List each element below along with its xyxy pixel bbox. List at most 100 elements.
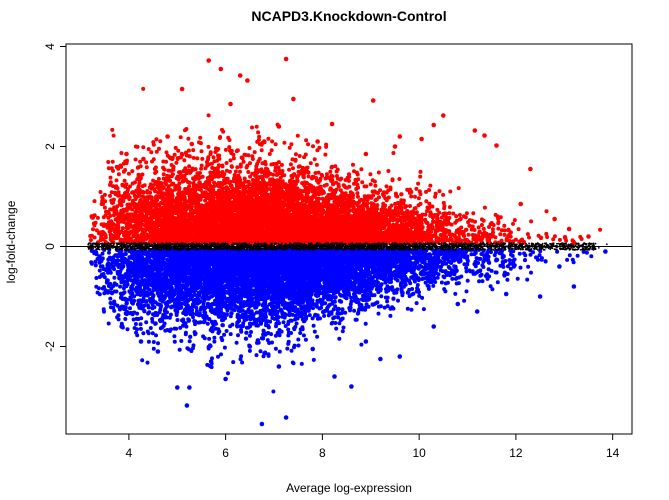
density-point <box>131 317 136 322</box>
density-point <box>310 174 315 179</box>
density-point <box>462 298 467 303</box>
density-point <box>102 205 107 210</box>
density-point <box>222 345 227 350</box>
density-point <box>293 152 298 157</box>
density-point <box>439 215 444 220</box>
density-point <box>102 192 107 197</box>
density-point <box>146 147 151 152</box>
density-point <box>212 180 217 185</box>
density-point <box>156 341 160 346</box>
density-point <box>479 217 484 222</box>
density-point <box>224 161 229 165</box>
density-point <box>368 182 373 187</box>
density-point <box>355 191 360 196</box>
density-point <box>146 339 151 344</box>
density-point <box>133 322 138 326</box>
density-point <box>447 205 452 210</box>
density-point <box>100 251 105 256</box>
density-point <box>323 152 328 157</box>
density-point <box>291 166 295 171</box>
density-point <box>436 272 441 277</box>
density-point <box>269 148 274 153</box>
density-point <box>108 180 113 185</box>
density-point <box>525 277 530 282</box>
density-point <box>199 149 204 154</box>
density-point <box>98 190 103 194</box>
density-point <box>138 326 143 331</box>
density-point <box>396 298 400 303</box>
density-point <box>408 204 412 208</box>
density-point <box>187 339 192 344</box>
density-point <box>385 304 390 309</box>
density-point <box>138 159 143 164</box>
density-point <box>178 135 183 140</box>
density-point <box>261 354 266 359</box>
density-point <box>308 161 313 166</box>
density-point <box>445 280 450 285</box>
density-point <box>286 327 291 332</box>
density-point <box>110 159 115 164</box>
density-point <box>552 234 557 239</box>
density-point <box>174 160 179 165</box>
density-point <box>191 155 196 160</box>
density-point <box>507 258 512 263</box>
density-point <box>296 343 301 348</box>
density-point <box>112 275 117 280</box>
chart-title: NCAPD3.Knockdown-Control <box>251 8 446 24</box>
density-point <box>480 279 485 284</box>
density-point <box>298 331 303 335</box>
density-point <box>359 167 364 172</box>
density-point <box>108 296 113 301</box>
density-point <box>409 194 414 199</box>
density-point <box>322 313 327 318</box>
density-point <box>299 361 304 366</box>
density-point <box>118 284 123 289</box>
density-point <box>304 138 309 143</box>
density-point <box>494 257 499 262</box>
density-point <box>381 201 386 206</box>
density-point <box>464 211 469 216</box>
density-point <box>125 327 130 332</box>
density-cloud-layer <box>86 86 608 394</box>
density-point <box>265 338 270 343</box>
density-point <box>416 181 421 186</box>
density-point <box>277 349 282 354</box>
density-point <box>502 232 507 237</box>
density-point <box>257 156 262 161</box>
density-point <box>476 225 481 230</box>
density-point <box>312 157 317 162</box>
density-point <box>376 311 381 316</box>
density-point <box>178 325 183 330</box>
density-point <box>571 260 576 265</box>
density-point <box>450 276 455 281</box>
density-point <box>273 346 278 351</box>
density-point <box>341 325 346 330</box>
density-point <box>250 125 254 130</box>
density-point <box>415 283 420 287</box>
density-point <box>206 144 211 149</box>
density-point <box>409 307 414 312</box>
density-point <box>349 299 354 304</box>
density-point <box>289 348 294 353</box>
density-point <box>389 203 394 208</box>
density-point <box>297 154 302 158</box>
density-point <box>133 157 138 162</box>
density-point <box>235 148 240 153</box>
density-point <box>418 169 423 174</box>
density-point <box>471 211 476 216</box>
density-point <box>93 263 98 268</box>
density-point <box>234 340 239 345</box>
density-point <box>150 306 155 311</box>
density-point <box>336 315 341 320</box>
density-point <box>303 152 308 157</box>
density-point <box>106 261 111 266</box>
density-point <box>575 253 580 258</box>
density-point <box>223 147 228 152</box>
density-point <box>177 347 182 352</box>
density-point <box>144 165 149 170</box>
density-point <box>235 165 240 170</box>
density-point <box>273 168 278 173</box>
density-point <box>464 289 469 294</box>
